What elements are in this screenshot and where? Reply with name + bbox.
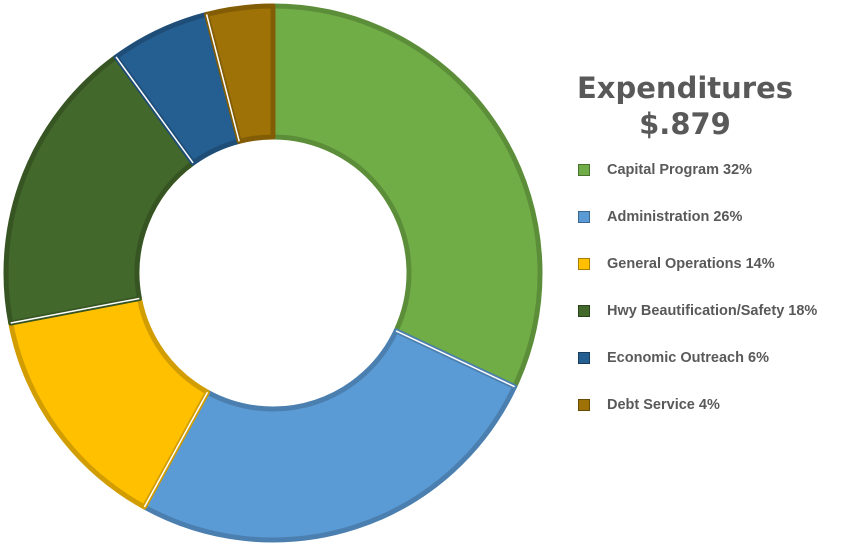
donut-chart [3, 3, 543, 543]
legend-item-general-operations: General Operations 14% [578, 252, 817, 299]
slice-administration [141, 328, 518, 543]
slice-hwy-beautification-safety [3, 54, 196, 326]
chart-legend: Capital Program 32% Administration 26% G… [578, 158, 817, 440]
legend-item-hwy-beautification-safety: Hwy Beautification/Safety 18% [578, 299, 817, 346]
legend-label: Hwy Beautification/Safety 18% [607, 303, 818, 319]
legend-label: Administration 26% [607, 209, 743, 225]
chart-title: Expenditures [576, 71, 794, 105]
slice-capital-program [270, 3, 543, 390]
legend-swatch [578, 258, 590, 270]
legend-label: Debt Service 4% [607, 397, 720, 413]
legend-swatch [578, 211, 590, 223]
slice-separator [395, 330, 515, 388]
legend-swatch [578, 399, 590, 411]
legend-item-debt-service: Debt Service 4% [578, 393, 817, 440]
slice-separator [205, 14, 240, 142]
slice-separator [143, 391, 209, 508]
slice-separator [10, 297, 140, 324]
legend-item-administration: Administration 26% [578, 205, 817, 252]
chart-title-block: Expenditures $.879 [560, 70, 810, 142]
slice-debt-service [204, 3, 276, 144]
legend-swatch [578, 164, 590, 176]
legend-item-economic-outreach: Economic Outreach 6% [578, 346, 817, 393]
legend-label: Economic Outreach 6% [607, 350, 769, 366]
slice-general-operations [8, 295, 210, 510]
legend-label: Capital Program 32% [607, 162, 753, 178]
slice-separator [115, 56, 194, 164]
legend-swatch [578, 305, 590, 317]
chart-subtitle: $.879 [639, 107, 731, 141]
legend-swatch [578, 352, 590, 364]
legend-item-capital-program: Capital Program 32% [578, 158, 817, 205]
legend-label: General Operations 14% [607, 256, 775, 272]
